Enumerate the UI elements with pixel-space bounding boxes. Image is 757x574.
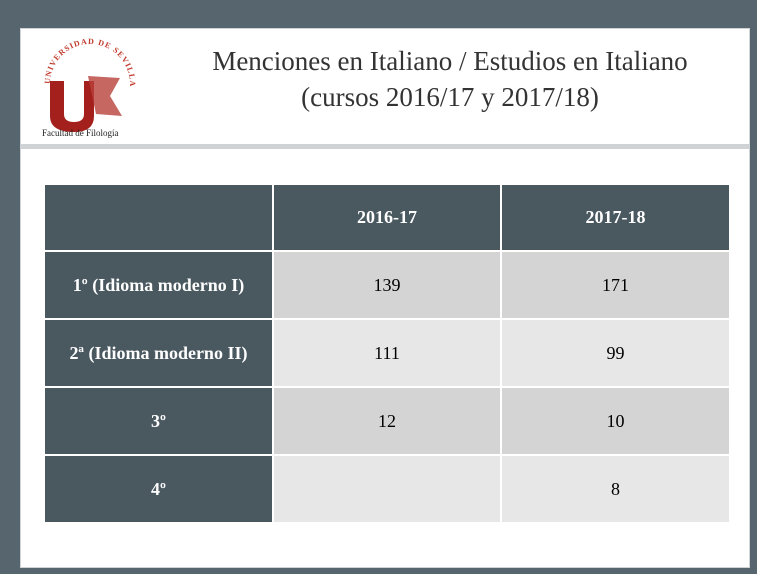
row-label: 1º (Idioma moderno I) [45,252,272,318]
logo-faculty: Facultad de Filología [42,128,119,138]
logo-emblem [88,76,122,116]
header-corner [45,185,272,250]
logo-u [50,81,94,132]
row-label: 3º [45,388,272,454]
row-label: 2ª (Idioma moderno II) [45,320,272,386]
table-cell: 139 [274,252,500,318]
column-header: 2017-18 [502,185,729,250]
table-cell: 99 [502,320,729,386]
row-label: 4º [45,456,272,522]
table-cell: 111 [274,320,500,386]
column-header: 2016-17 [274,185,500,250]
table-cell: 8 [502,456,729,522]
table-cell: 171 [502,252,729,318]
title-line: Menciones en Italiano / Estudios en Ital… [212,46,688,76]
title-line: (cursos 2016/17 y 2017/18) [301,82,599,112]
table-cell [274,456,500,522]
table-cell: 10 [502,388,729,454]
logo: UNIVERSIDAD DE SEVILLA Facultad de Filol… [42,37,136,138]
header-rule [20,144,750,149]
table-cell: 12 [274,388,500,454]
